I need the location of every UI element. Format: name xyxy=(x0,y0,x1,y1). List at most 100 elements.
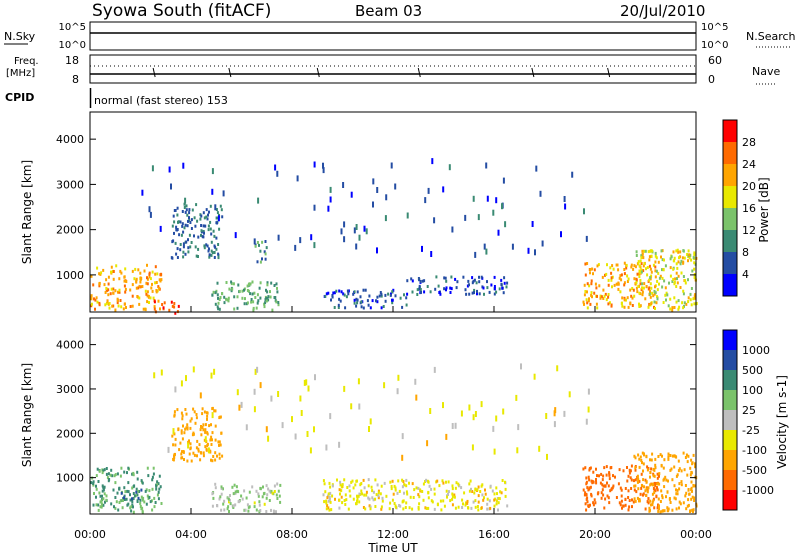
range-time-cell xyxy=(266,283,269,287)
range-time-cell xyxy=(253,505,256,509)
range-time-cell xyxy=(457,482,460,486)
range-time-cell xyxy=(640,270,643,274)
date-title: 20/Jul/2010 xyxy=(620,2,705,20)
range-time-cell xyxy=(90,297,93,301)
range-time-cell xyxy=(675,271,678,275)
range-time-cell xyxy=(96,300,99,304)
range-time-cell xyxy=(506,281,509,285)
range-time-cell xyxy=(185,375,187,382)
range-time-cell xyxy=(202,230,205,233)
range-time-cell xyxy=(682,249,685,253)
range-time-cell xyxy=(395,505,398,509)
range-time-cell xyxy=(511,243,514,250)
range-time-cell xyxy=(120,305,123,309)
range-time-cell xyxy=(620,278,623,282)
range-time-cell xyxy=(673,465,676,469)
range-time-cell xyxy=(388,507,391,511)
range-time-cell xyxy=(474,411,477,417)
range-time-cell xyxy=(306,431,309,437)
range-time-cell xyxy=(624,503,627,507)
range-time-cell xyxy=(205,215,208,219)
range-time-cell xyxy=(584,502,587,506)
range-time-cell xyxy=(650,458,653,462)
range-time-cell xyxy=(455,286,458,290)
range-time-cell xyxy=(676,492,679,496)
range-time-cell xyxy=(328,481,331,485)
range-time-cell xyxy=(178,233,181,237)
range-time-cell xyxy=(101,471,104,475)
range-time-cell xyxy=(182,424,184,428)
range-time-cell xyxy=(131,500,134,503)
range-time-cell xyxy=(266,290,269,294)
range-time-cell xyxy=(338,297,341,301)
nave-label: Nave xyxy=(752,65,780,78)
range-time-cell xyxy=(105,278,108,282)
range-time-cell xyxy=(402,480,405,483)
range-time-cell xyxy=(471,276,474,280)
range-time-cell xyxy=(116,472,119,476)
range-time-cell xyxy=(681,301,684,305)
range-time-cell xyxy=(461,506,464,509)
range-time-cell xyxy=(687,278,689,282)
range-time-cell xyxy=(305,379,308,386)
range-time-cell xyxy=(209,438,212,442)
range-time-cell xyxy=(267,435,270,442)
range-time-cell xyxy=(99,494,102,498)
range-time-cell xyxy=(134,267,137,271)
range-time-cell xyxy=(214,409,217,413)
range-time-cell xyxy=(180,431,183,435)
range-time-cell xyxy=(222,487,224,491)
range-time-cell xyxy=(201,235,204,239)
range-time-cell xyxy=(190,241,193,244)
range-time-cell xyxy=(355,243,358,250)
velocity-colorbar-segment xyxy=(723,490,737,510)
range-time-cell xyxy=(343,236,346,243)
range-time-cell xyxy=(107,282,110,286)
range-time-cell xyxy=(193,453,196,457)
range-time-cell xyxy=(417,506,420,509)
range-time-cell xyxy=(228,510,230,513)
range-time-cell xyxy=(376,483,379,487)
range-time-cell xyxy=(105,467,108,470)
range-time-cell xyxy=(256,301,259,305)
range-time-cell xyxy=(132,485,135,489)
range-time-cell xyxy=(501,479,504,482)
range-time-cell xyxy=(691,495,694,499)
range-time-cell xyxy=(270,281,273,285)
range-time-cell xyxy=(650,286,653,290)
range-time-cell xyxy=(633,497,636,501)
range-time-cell xyxy=(687,503,690,507)
range-time-cell xyxy=(192,451,195,455)
range-time-cell xyxy=(473,291,475,295)
range-time-cell xyxy=(683,301,686,305)
range-time-cell xyxy=(110,468,113,472)
range-time-cell xyxy=(585,497,588,501)
range-time-cell xyxy=(495,486,498,490)
range-time-cell xyxy=(553,421,556,428)
range-time-cell xyxy=(640,472,643,476)
range-time-cell xyxy=(473,288,476,292)
range-time-cell xyxy=(217,243,220,246)
range-time-cell xyxy=(646,488,649,492)
range-time-cell xyxy=(211,504,214,508)
range-time-cell xyxy=(610,276,613,280)
range-time-cell xyxy=(183,458,185,461)
range-time-cell xyxy=(685,302,688,306)
range-time-cell xyxy=(383,382,386,389)
range-time-cell xyxy=(638,479,641,483)
range-time-cell xyxy=(233,307,236,311)
velocity-colorbar-segment xyxy=(723,370,737,390)
range-time-cell xyxy=(340,228,343,235)
range-time-cell xyxy=(143,500,146,504)
range-time-cell xyxy=(145,292,148,296)
range-time-cell xyxy=(274,164,277,171)
range-time-cell xyxy=(380,484,383,488)
range-time-cell xyxy=(98,281,101,285)
range-time-cell xyxy=(355,297,358,301)
range-time-cell xyxy=(633,484,636,488)
range-time-cell xyxy=(416,293,419,296)
range-time-cell xyxy=(433,492,436,496)
range-time-cell xyxy=(608,301,611,305)
range-time-cell xyxy=(495,415,498,422)
range-time-cell xyxy=(637,284,640,288)
